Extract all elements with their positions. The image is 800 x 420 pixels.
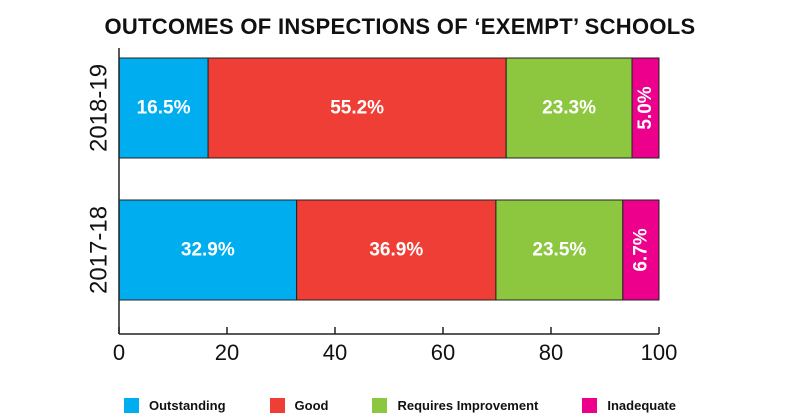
data-label-inadequate-2017-18: 6.7%	[630, 228, 651, 271]
legend-item-inadequate: Inadequate	[582, 398, 676, 413]
legend-item-good: Good	[269, 398, 329, 413]
legend-swatch-inadequate	[582, 398, 598, 413]
bar-inadequate-2017-18	[622, 199, 660, 301]
data-label-inadequate-2018-19: 5.0%	[635, 86, 656, 129]
data-label-good-2018-19: 55.2%	[330, 98, 384, 119]
x-tick-label-80: 80	[539, 340, 563, 365]
legend-label-inadequate: Inadequate	[607, 398, 676, 413]
bar-outstanding-2017-18	[118, 199, 298, 301]
legend-swatch-outstanding	[124, 398, 139, 413]
x-tick-label-60: 60	[431, 340, 455, 365]
bar-good-2017-18	[296, 199, 497, 301]
data-label-requires-improvement-2017-18: 23.5%	[532, 240, 586, 261]
legend-label-requires-improvement: Requires Improvement	[397, 398, 539, 413]
data-label-outstanding-2017-18: 32.9%	[181, 240, 235, 261]
category-label-2018-19: 2018-19	[86, 64, 113, 152]
legend-item-requires-improvement: Requires Improvement	[372, 398, 538, 413]
category-label-2017-18: 2017-18	[86, 206, 113, 294]
legend-label-good: Good	[294, 398, 329, 413]
data-label-good-2017-18: 36.9%	[369, 240, 423, 261]
bar-inadequate-2018-19	[631, 57, 660, 159]
legend-swatch-good	[269, 398, 285, 413]
x-tick-label-0: 0	[113, 340, 125, 365]
bar-requires-improvement-2017-18	[495, 199, 624, 301]
legend: Outstanding Good Requires Improvement In…	[0, 398, 800, 413]
data-label-outstanding-2018-19: 16.5%	[137, 98, 191, 119]
x-tick-label-100: 100	[641, 340, 678, 365]
x-tick-label-20: 20	[215, 340, 239, 365]
bar-outstanding-2018-19	[118, 57, 209, 159]
legend-label-outstanding: Outstanding	[149, 398, 226, 413]
data-label-requires-improvement-2018-19: 23.3%	[542, 98, 596, 119]
legend-swatch-requires-improvement	[372, 398, 388, 413]
legend-item-outstanding: Outstanding	[124, 398, 226, 413]
x-tick-label-40: 40	[323, 340, 347, 365]
bar-good-2018-19	[207, 57, 507, 159]
bar-requires-improvement-2018-19	[505, 57, 633, 159]
chart-title: OUTCOMES OF INSPECTIONS OF ‘EXEMPT’ SCHO…	[104, 14, 696, 39]
